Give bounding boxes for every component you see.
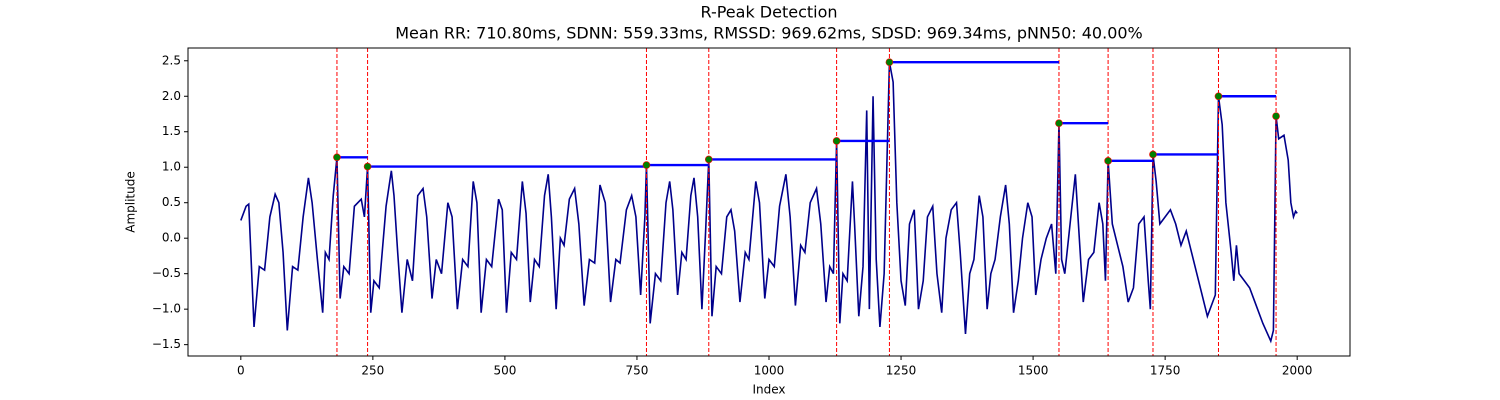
y-tick-label: −1.0	[152, 302, 181, 316]
chart-title: R-Peak Detection	[700, 3, 837, 22]
x-tick-label: 1000	[754, 364, 785, 378]
y-tick-label: 0.5	[162, 195, 181, 209]
signal-line	[240, 62, 1298, 344]
peak-point	[1055, 119, 1063, 128]
peak-point	[363, 162, 372, 171]
x-tick-label: 2000	[1282, 364, 1313, 378]
peak-point	[704, 155, 713, 164]
y-axis-label: Amplitude	[124, 171, 138, 233]
peak-point	[333, 153, 341, 162]
peak-point	[642, 161, 651, 169]
plot-frame	[187, 47, 1351, 357]
peak-point	[1214, 92, 1223, 101]
x-tick-label: 1250	[886, 364, 917, 378]
x-tick-label: 1500	[1018, 364, 1049, 378]
x-tick-label: 750	[626, 364, 649, 378]
peak-point	[885, 58, 894, 66]
y-tick-label: −1.5	[152, 337, 181, 351]
x-tick-label: 0	[237, 364, 245, 378]
y-tick-label: 2.5	[162, 53, 181, 67]
y-tick-label: 1.5	[162, 124, 181, 138]
peak-point	[832, 137, 841, 145]
peak-point	[1149, 150, 1157, 159]
chart-subtitle: Mean RR: 710.80ms, SDNN: 559.33ms, RMSSD…	[395, 24, 1143, 43]
x-axis-label: Index	[752, 383, 785, 397]
y-tick-label: 0.0	[162, 231, 181, 245]
x-tick-label: 250	[361, 364, 384, 378]
peak-point	[1104, 157, 1112, 165]
x-tick-label: 500	[493, 364, 516, 378]
y-tick-label: 1.0	[162, 160, 181, 174]
peak-point	[1272, 112, 1280, 120]
y-tick-label: 2.0	[162, 89, 181, 103]
x-tick-label: 1750	[1150, 364, 1181, 378]
y-tick-label: −0.5	[152, 266, 181, 280]
